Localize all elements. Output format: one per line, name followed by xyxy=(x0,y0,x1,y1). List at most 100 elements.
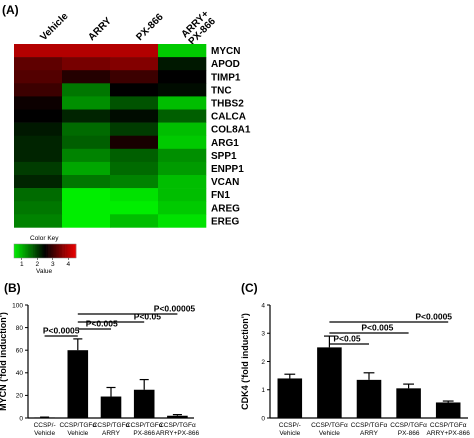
y-tick-label: 60 xyxy=(16,348,24,355)
p-value-label: P<0.005 xyxy=(361,323,393,333)
heatmap-cell xyxy=(62,188,111,202)
y-axis-label: CDK4 ('fold induction') xyxy=(240,313,250,410)
heatmap-cell xyxy=(158,109,207,123)
gene-label-timp1: TIMP1 xyxy=(211,72,241,83)
heatmap-cell xyxy=(14,57,63,71)
color-key-swatch xyxy=(24,244,27,258)
heatmap-cell xyxy=(62,175,111,189)
heatmap-cell xyxy=(14,109,63,123)
color-key-swatch xyxy=(48,244,50,258)
gene-label-fn1: FN1 xyxy=(211,190,230,201)
heatmap-cell xyxy=(62,96,111,110)
bar xyxy=(34,417,55,419)
color-key-tick-label: 3 xyxy=(51,261,55,268)
heatmap-cell xyxy=(110,188,159,202)
gene-label-mycn: MYCN xyxy=(211,46,240,57)
heatmap-cell xyxy=(110,148,159,163)
color-key-swatch xyxy=(54,244,57,258)
color-key-swatch xyxy=(68,244,71,258)
gene-label-apod: APOD xyxy=(211,59,240,70)
color-key-swatch xyxy=(41,244,44,258)
category-label: Vehicle xyxy=(279,430,300,437)
y-tick-label: 2 xyxy=(261,359,265,366)
column-label-text: PX-866 xyxy=(134,11,166,43)
heatmap-cell xyxy=(158,175,207,189)
heatmap-cell xyxy=(158,44,207,58)
gene-label-vcan: VCAN xyxy=(211,177,239,188)
heatmap-cell xyxy=(14,83,63,97)
category-label: PX-866 xyxy=(133,430,155,437)
heatmap-cell xyxy=(110,122,159,136)
heatmap-cell xyxy=(62,201,111,215)
y-tick-label: 0 xyxy=(19,415,23,422)
heatmap-cell xyxy=(62,122,111,136)
heatmap-cell xyxy=(14,44,63,58)
gene-label-arg1: ARG1 xyxy=(211,138,239,149)
color-key-swatch xyxy=(26,244,29,258)
color-key-swatch xyxy=(21,244,24,258)
heatmap-cell xyxy=(158,57,207,71)
color-key-swatch xyxy=(66,244,69,258)
color-key-swatch xyxy=(29,244,32,258)
bar xyxy=(167,415,188,418)
heatmap-cell xyxy=(14,188,63,202)
y-tick-label: 0 xyxy=(261,415,265,422)
category-label: ARRY xyxy=(360,430,379,437)
color-key-swatch xyxy=(43,244,46,258)
gene-label-calca: CALCA xyxy=(211,112,246,123)
gene-label-col8a1: COL8A1 xyxy=(211,125,251,136)
color-key-tick-label: 4 xyxy=(66,261,70,268)
color-key-swatch xyxy=(46,244,49,258)
category-label: CCSP/TGFα xyxy=(126,422,163,429)
heatmap-cell xyxy=(62,70,111,84)
bar xyxy=(277,378,303,418)
heatmap-cell xyxy=(14,135,63,150)
category-label: Vehicle xyxy=(67,430,88,437)
heatmap-cell xyxy=(62,109,111,123)
category-label: ARRY xyxy=(102,430,121,437)
color-key-title: Color Key xyxy=(30,235,59,242)
color-key-swatch xyxy=(31,244,33,258)
category-label: Vehicle xyxy=(34,430,55,437)
category-label: PX-866 xyxy=(398,430,420,437)
heatmap-cell xyxy=(110,161,159,176)
heatmap-cell xyxy=(14,175,63,189)
heatmap-cell xyxy=(62,57,111,71)
heatmap-cell xyxy=(158,201,207,215)
category-label: CCSP/TGFα xyxy=(430,422,467,429)
color-key-swatch xyxy=(60,244,63,258)
color-key-frame xyxy=(13,243,77,259)
category-label: CCSP/TGFα xyxy=(351,422,388,429)
heatmap-cell xyxy=(62,135,111,150)
color-key-swatch xyxy=(45,244,47,258)
color-key-swatch xyxy=(40,244,43,258)
color-key-swatch xyxy=(15,244,18,258)
p-value-label: P<0.005 xyxy=(86,319,118,329)
mycn-bar-chart: 0 20 40 60 80 100 MYCN ('fold induction') CCSP/… xyxy=(0,302,199,437)
heatmap-cell xyxy=(62,148,111,163)
column-label-text: ARRY xyxy=(86,15,114,43)
color-key-swatch xyxy=(55,244,58,258)
color-key-swatch xyxy=(72,244,75,258)
heatmap-column-label: ARRY+PX-866 xyxy=(180,8,219,47)
color-key-swatch xyxy=(63,244,66,258)
p-value-label: P<0.0005 xyxy=(415,312,452,322)
color-key-swatch xyxy=(14,244,16,258)
category-label: ARRY+PX-866 xyxy=(156,430,200,437)
color-key-swatch xyxy=(57,244,60,258)
color-key-swatch xyxy=(74,244,77,258)
bar xyxy=(317,347,342,418)
color-key-swatch xyxy=(37,244,40,258)
heatmap-cell xyxy=(158,135,207,150)
color-key-swatch xyxy=(34,244,36,258)
gene-label-areg: AREG xyxy=(211,203,240,214)
category-label: Vehicle xyxy=(319,430,340,437)
heatmap-cell xyxy=(158,214,207,228)
y-tick-label: 20 xyxy=(16,393,24,400)
heatmap-cell xyxy=(158,148,207,163)
y-axis-label: MYCN ('fold induction') xyxy=(0,312,8,411)
heatmap-cell xyxy=(110,214,159,228)
y-tick-label: 3 xyxy=(261,331,265,338)
color-key: Color Key 1 2 3 4 Value xyxy=(13,235,77,275)
heatmap-cell xyxy=(158,188,207,202)
